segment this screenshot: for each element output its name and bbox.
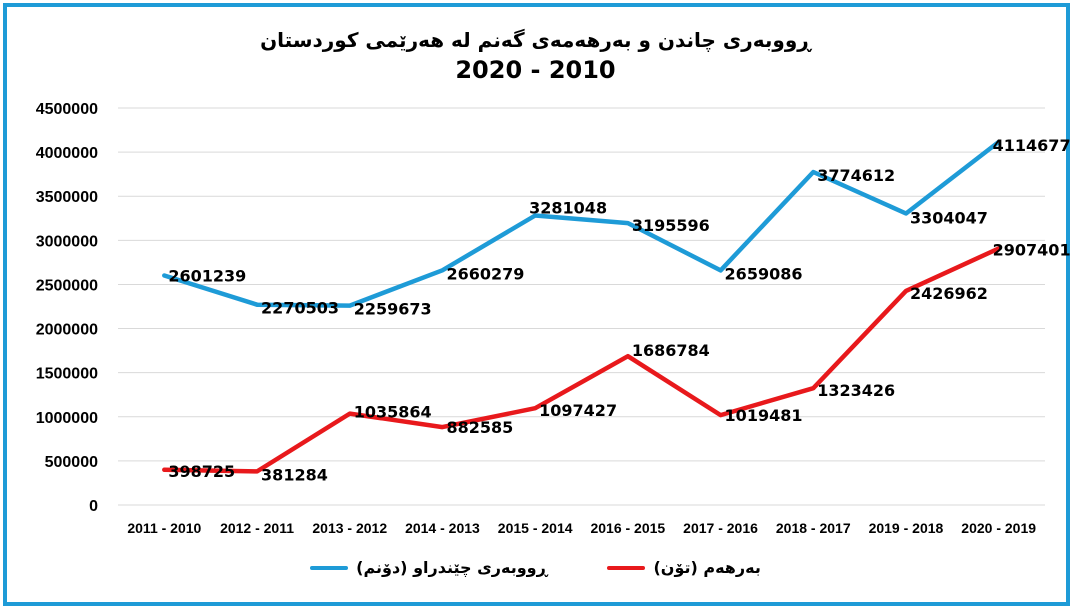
x-tick-label: 2015 - 2014 — [498, 520, 573, 536]
data-label: 882585 — [446, 418, 513, 437]
series-line-1 — [162, 246, 1001, 474]
chart-subtitle: 2020 - 2010 — [455, 56, 616, 84]
data-label: 2907401 — [993, 241, 1071, 260]
y-tick-label: 0 — [89, 498, 98, 515]
y-tick-label: 4500000 — [36, 101, 98, 118]
legend-item-production: بەرهەم (تۆن) — [607, 558, 761, 577]
legend-swatch-production — [607, 565, 646, 570]
data-label: 2259673 — [354, 300, 432, 319]
y-tick-label: 500000 — [45, 454, 98, 471]
data-label: 2659086 — [725, 264, 803, 283]
data-label: 2660279 — [446, 264, 524, 283]
data-label: 398725 — [168, 462, 235, 481]
data-label: 2601239 — [168, 267, 246, 286]
x-tick-label: 2012 - 2011 — [220, 520, 294, 536]
x-axis-ticks: 2011 - 2010 2012 - 2011 2013 - 2012 2014 - … — [127, 520, 1036, 536]
legend-label-production: بەرهەم (تۆن) — [653, 558, 761, 577]
legend-swatch-area — [310, 565, 349, 570]
y-axis-ticks: 0 500000 1000000 1500000 2000000 2500000 30000… — [36, 101, 98, 515]
y-tick-label: 1500000 — [36, 366, 98, 383]
y-tick-label: 3500000 — [36, 189, 98, 206]
data-label: 1097427 — [539, 401, 617, 420]
data-labels: 2601239 2270503 2259673 2660279 3281048 31955… — [168, 136, 1070, 484]
x-tick-label: 2011 - 2010 — [127, 520, 201, 536]
y-tick-label: 2500000 — [36, 277, 98, 294]
x-tick-label: 2013 - 2012 — [312, 520, 387, 536]
chart-title: ڕووبەری چاندن و بەرهەمەی گەنم لە هەرێمی … — [260, 28, 811, 52]
data-label: 2270503 — [261, 299, 339, 318]
y-tick-label: 3000000 — [36, 233, 98, 250]
x-tick-label: 2014 - 2013 — [405, 520, 480, 536]
x-tick-label: 2019 - 2018 — [869, 520, 944, 536]
gridlines — [118, 107, 1045, 506]
series-lines — [162, 139, 1001, 474]
legend: ڕووبەری چێندراو (دۆنم) بەرهەم (تۆن) — [0, 558, 1071, 577]
data-label: 3281048 — [529, 199, 607, 218]
y-tick-label: 1000000 — [36, 410, 98, 427]
data-label: 3195596 — [632, 216, 710, 235]
legend-label-area: ڕووبەری چێندراو (دۆنم) — [356, 558, 548, 577]
data-label: 1323426 — [817, 381, 895, 400]
x-tick-label: 2016 - 2015 — [590, 520, 665, 536]
data-label: 4114677 — [993, 136, 1071, 155]
data-label: 1035864 — [354, 403, 432, 422]
data-label: 1686784 — [632, 341, 710, 360]
x-tick-label: 2020 - 2019 — [961, 520, 1036, 536]
data-label: 381284 — [261, 465, 328, 484]
data-label: 2426962 — [910, 284, 988, 303]
legend-item-area: ڕووبەری چێندراو (دۆنم) — [310, 558, 547, 577]
y-tick-label: 4000000 — [36, 145, 98, 162]
x-tick-label: 2017 - 2016 — [683, 520, 758, 536]
data-label: 3304047 — [910, 209, 988, 228]
x-tick-label: 2018 - 2017 — [776, 520, 851, 536]
data-label: 1019481 — [725, 406, 803, 425]
y-tick-label: 2000000 — [36, 322, 98, 339]
data-label: 3774612 — [817, 166, 895, 185]
series-line-0 — [162, 139, 1001, 308]
